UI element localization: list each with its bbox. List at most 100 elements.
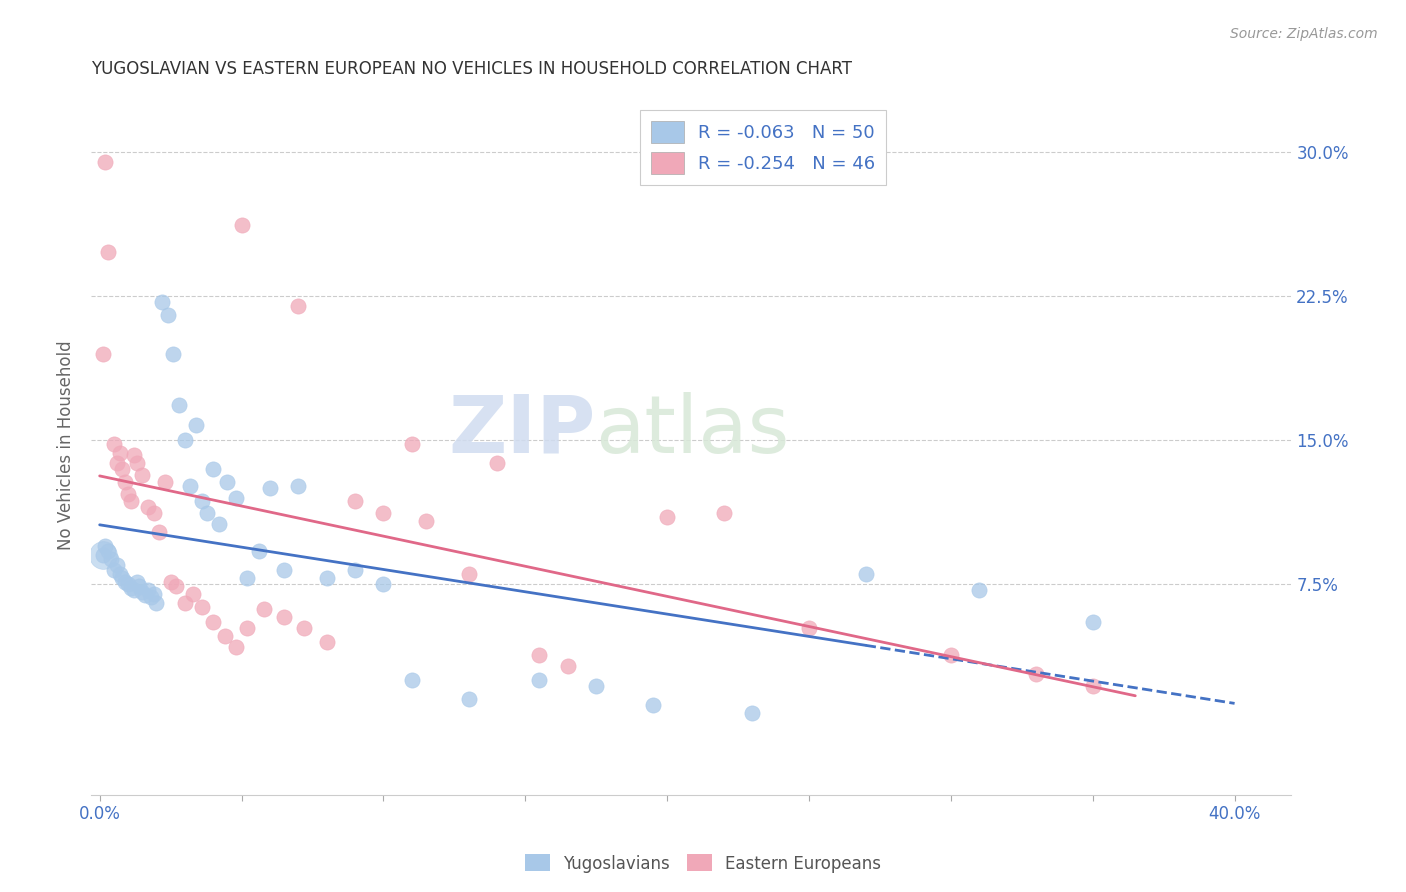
Point (167, 398, 190, 412)
Point (114, 475, 136, 490)
Point (655, 509, 678, 524)
Point (273, 564, 295, 578)
Point (97, 244, 120, 259)
Point (373, 506, 395, 520)
Point (142, 506, 165, 520)
Point (103, 437, 125, 451)
Point (111, 571, 134, 585)
Point (136, 500, 159, 515)
Point (344, 564, 367, 578)
Point (741, 706, 763, 720)
Point (125, 456, 148, 470)
Point (105, 456, 128, 470)
Point (117, 577, 139, 591)
Point (1025, 667, 1047, 681)
Legend: R = -0.063   N = 50, R = -0.254   N = 46: R = -0.063 N = 50, R = -0.254 N = 46 (640, 111, 886, 186)
Point (122, 448, 145, 462)
Point (197, 506, 219, 520)
Point (457, 567, 479, 582)
Point (100, 552, 122, 566)
Point (91, 548, 114, 562)
Point (253, 602, 276, 616)
Point (103, 564, 125, 578)
Point (415, 514, 437, 528)
Point (111, 461, 134, 475)
Point (225, 640, 247, 655)
Point (344, 494, 367, 508)
Point (247, 544, 270, 558)
Point (485, 456, 508, 470)
Point (273, 609, 295, 624)
Point (142, 586, 165, 600)
Point (855, 567, 877, 582)
Point (145, 596, 167, 610)
Point (120, 494, 142, 508)
Point (401, 673, 423, 687)
Point (91, 346, 114, 360)
Point (153, 475, 176, 490)
Point (148, 525, 170, 540)
Point (108, 567, 131, 582)
Point (315, 571, 337, 585)
Point (217, 475, 239, 490)
Point (122, 582, 145, 597)
Legend: Yugoslavians, Eastern Europeans: Yugoslavians, Eastern Europeans (519, 847, 887, 880)
Point (134, 589, 156, 603)
Point (557, 659, 579, 673)
Point (173, 596, 195, 610)
Point (202, 615, 225, 630)
Point (91, 548, 114, 562)
Point (287, 479, 309, 493)
Point (131, 584, 153, 599)
Point (184, 417, 207, 432)
Point (191, 494, 214, 508)
Point (131, 467, 153, 482)
Point (315, 634, 337, 648)
Text: atlas: atlas (595, 392, 790, 470)
Point (967, 582, 990, 597)
Point (236, 571, 259, 585)
Y-axis label: No Vehicles in Household: No Vehicles in Household (58, 340, 75, 549)
Point (139, 591, 162, 605)
Point (287, 299, 309, 313)
Point (150, 294, 173, 309)
Point (125, 574, 148, 589)
Point (94, 539, 117, 553)
Point (457, 692, 479, 706)
Point (181, 586, 204, 600)
Point (236, 621, 259, 635)
Point (939, 648, 962, 662)
Point (179, 479, 201, 493)
Point (162, 346, 184, 360)
Point (225, 491, 247, 505)
Point (585, 679, 607, 693)
Point (97, 544, 120, 558)
Point (120, 581, 142, 595)
Point (292, 621, 315, 635)
Point (641, 698, 664, 712)
Point (259, 481, 281, 495)
Point (128, 579, 150, 593)
Point (105, 558, 128, 572)
Point (94, 154, 117, 169)
Point (214, 629, 236, 643)
Point (529, 673, 551, 687)
Point (1081, 679, 1104, 693)
Point (202, 461, 225, 475)
Point (191, 599, 214, 614)
Point (797, 621, 820, 635)
Point (1081, 615, 1104, 630)
Point (208, 517, 231, 532)
Text: YUGOSLAVIAN VS EASTERN EUROPEAN NO VEHICLES IN HOUSEHOLD CORRELATION CHART: YUGOSLAVIAN VS EASTERN EUROPEAN NO VEHIC… (91, 60, 852, 78)
Point (136, 582, 159, 597)
Point (159, 574, 181, 589)
Text: ZIP: ZIP (449, 392, 595, 470)
Point (108, 446, 131, 460)
Point (231, 218, 253, 232)
Point (173, 433, 195, 447)
Point (529, 648, 551, 662)
Point (713, 506, 735, 520)
Point (373, 577, 395, 591)
Point (165, 579, 187, 593)
Point (117, 486, 139, 500)
